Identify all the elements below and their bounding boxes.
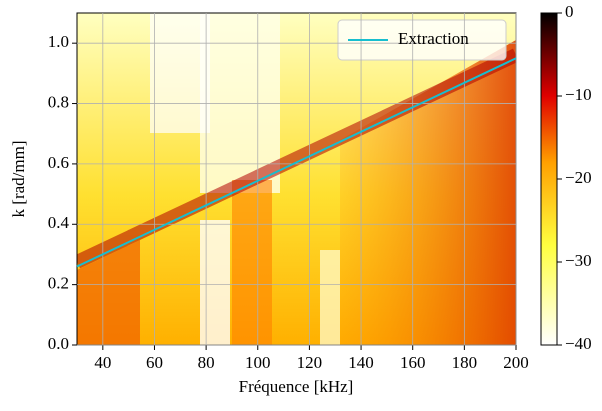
colorbar-tick-label: −30 xyxy=(565,251,592,270)
x-tick-label: 80 xyxy=(198,353,215,372)
colorbar-tick-label: −10 xyxy=(565,85,592,104)
x-axis-label: Fréquence [kHz] xyxy=(239,377,354,396)
y-tick-label: 0.4 xyxy=(48,213,70,232)
x-tick-label: 140 xyxy=(348,353,374,372)
y-tick-label: 1.0 xyxy=(48,32,69,51)
y-tick-label: 0.8 xyxy=(48,92,69,111)
x-tick-label: 100 xyxy=(245,353,271,372)
x-tick-label: 180 xyxy=(452,353,478,372)
y-tick-label: 0.6 xyxy=(48,153,69,172)
x-tick-label: 120 xyxy=(297,353,323,372)
heatmap xyxy=(77,13,516,345)
x-tick-label: 60 xyxy=(146,353,163,372)
y-axis-label: k [rad/mm] xyxy=(9,141,28,218)
data-line xyxy=(76,57,517,268)
colorbar-tick-label: 0 xyxy=(565,2,574,21)
y-tick-label: 0.0 xyxy=(48,334,69,353)
y-tick-label: 0.2 xyxy=(48,274,69,293)
legend-label: Extraction xyxy=(398,29,469,48)
x-tick-label: 40 xyxy=(94,353,111,372)
x-tick-label: 200 xyxy=(503,353,529,372)
colorbar-tick-label: −20 xyxy=(565,168,592,187)
colorbar-tick-label: −40 xyxy=(565,334,592,353)
x-tick-label: 160 xyxy=(400,353,426,372)
colorbar xyxy=(540,12,558,346)
